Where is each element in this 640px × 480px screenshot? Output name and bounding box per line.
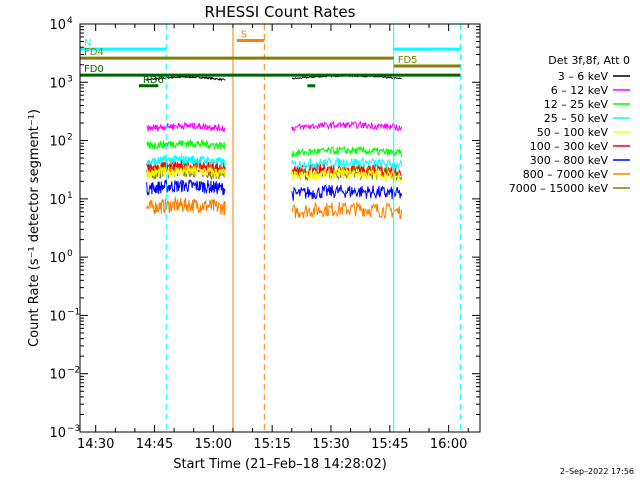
y-tick-label: 10 bbox=[49, 76, 66, 91]
y-tick-label: 10 bbox=[49, 193, 66, 208]
series-trace bbox=[291, 167, 403, 183]
x-tick-label: 15:30 bbox=[312, 437, 349, 452]
legend-entry-label: 25 – 50 keV bbox=[544, 112, 609, 125]
legend-entry-label: 800 – 7000 keV bbox=[523, 168, 609, 181]
y-tick-label: 10 bbox=[49, 18, 66, 33]
y-tick-exponent: −1 bbox=[67, 307, 80, 317]
series-trace bbox=[146, 139, 226, 151]
series-traces bbox=[146, 74, 403, 220]
y-tick-exponent: 2 bbox=[67, 133, 73, 143]
chart-title: RHESSI Count Rates bbox=[205, 3, 356, 21]
y-tick-label: 10 bbox=[49, 135, 66, 150]
flag-label: FD0 bbox=[84, 64, 104, 75]
y-tick-label: 10 bbox=[49, 426, 66, 441]
plot-timestamp: 2–Sep–2022 17:56 bbox=[560, 467, 634, 476]
flag-label: FD4 bbox=[84, 47, 104, 58]
y-tick-exponent: 0 bbox=[67, 249, 73, 259]
x-tick-label: 15:15 bbox=[253, 437, 290, 452]
series-trace bbox=[146, 178, 226, 196]
legend-entry-label: 6 – 12 keV bbox=[551, 84, 609, 97]
legend-entry-label: 100 – 300 keV bbox=[530, 140, 609, 153]
series-trace bbox=[291, 184, 403, 201]
series-trace bbox=[146, 164, 226, 179]
series-trace bbox=[291, 201, 403, 220]
legend-header: Det 3f,8f, Att 0 bbox=[548, 54, 630, 67]
flag-label: S bbox=[241, 30, 247, 41]
series-trace bbox=[291, 156, 403, 171]
series-trace bbox=[146, 153, 226, 167]
y-tick-exponent: 4 bbox=[67, 16, 73, 26]
y-tick-exponent: 3 bbox=[67, 74, 73, 84]
series-trace bbox=[146, 75, 226, 82]
state-flag-bars: N S FD4 FD5 FD0 RD6 bbox=[80, 30, 461, 88]
flag-label: N bbox=[84, 38, 91, 49]
series-trace bbox=[146, 121, 226, 133]
flag-label: RD6 bbox=[143, 75, 164, 86]
legend-entry-label: 300 – 800 keV bbox=[530, 154, 609, 167]
x-axis-label: Start Time (21–Feb–18 14:28:02) bbox=[173, 457, 387, 472]
y-tick-label: 10 bbox=[49, 251, 66, 266]
y-tick-label: 10 bbox=[49, 309, 66, 324]
y-tick-exponent: 1 bbox=[67, 191, 73, 201]
flag-label: FD5 bbox=[398, 55, 418, 66]
plot-frame bbox=[79, 23, 481, 433]
y-tick-exponent: −3 bbox=[67, 424, 80, 434]
x-tick-label: 16:00 bbox=[430, 437, 467, 452]
y-axis-label: Count Rate (s⁻¹ detector segment⁻¹) bbox=[27, 109, 42, 347]
series-trace bbox=[291, 120, 403, 132]
legend-entry-label: 50 – 100 keV bbox=[537, 126, 609, 139]
legend-entry-label: 7000 – 15000 keV bbox=[509, 182, 609, 195]
series-trace bbox=[291, 145, 403, 158]
x-tick-label: 15:00 bbox=[195, 437, 232, 452]
time-markers bbox=[79, 24, 461, 432]
series-trace bbox=[146, 195, 226, 216]
x-tick-label: 14:30 bbox=[77, 437, 114, 452]
legend-entry-label: 12 – 25 keV bbox=[544, 98, 609, 111]
x-tick-label: 14:45 bbox=[136, 437, 173, 452]
y-tick-label: 10 bbox=[49, 368, 66, 383]
legend-entry-label: 3 – 6 keV bbox=[558, 70, 609, 83]
x-tick-label: 15:45 bbox=[371, 437, 408, 452]
y-tick-exponent: −2 bbox=[67, 366, 80, 376]
